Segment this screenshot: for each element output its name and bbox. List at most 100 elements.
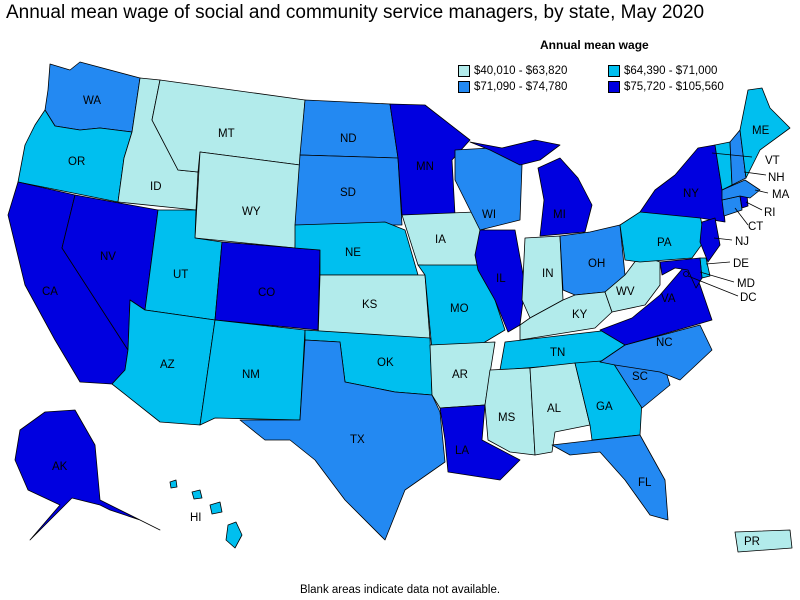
leader-md [699, 271, 735, 283]
state-va[interactable] [599, 259, 713, 346]
label-sd: SD [340, 187, 356, 199]
legend-item-c1: $40,010 - $63,820 [458, 65, 567, 77]
label-az: AZ [160, 359, 175, 371]
legend-label-c3: $71,090 - $74,780 [474, 81, 568, 93]
legend-swatch-c1 [458, 65, 470, 77]
label-va: VA [661, 293, 676, 305]
label-tx: TX [350, 434, 365, 446]
state-ma[interactable] [721, 179, 761, 201]
leader-ma [754, 189, 769, 194]
state-nm[interactable] [199, 319, 306, 426]
label-dc: DC [740, 292, 757, 304]
label-mo: MO [450, 303, 469, 315]
state-hi-oahu[interactable] [191, 489, 203, 500]
legend-swatch-c2 [608, 65, 620, 77]
legend-item-c4: $75,720 - $105,560 [608, 81, 724, 93]
leader-ct [734, 207, 749, 226]
label-mn: MN [416, 161, 434, 173]
state-mn[interactable] [389, 103, 471, 216]
legend-label-c1: $40,010 - $63,820 [474, 65, 568, 77]
state-me[interactable] [739, 87, 791, 179]
label-ok: OK [377, 357, 394, 369]
label-mi: MI [553, 209, 566, 221]
state-md[interactable] [659, 257, 703, 289]
label-de: DE [733, 258, 749, 270]
legend-item-c2: $64,390 - $71,000 [608, 65, 717, 77]
label-il: IL [496, 273, 506, 285]
state-dc[interactable] [683, 271, 689, 277]
label-hi: HI [190, 512, 202, 524]
state-nj[interactable] [699, 217, 721, 263]
map-title: Annual mean wage of social and community… [6, 2, 705, 23]
label-sc: SC [632, 371, 648, 383]
state-pr[interactable] [734, 529, 793, 553]
state-co[interactable] [214, 241, 321, 331]
label-ia: IA [435, 234, 446, 246]
state-hi[interactable] [225, 521, 243, 549]
legend-swatch-c3 [458, 81, 470, 93]
state-ny[interactable] [639, 144, 726, 223]
label-nd: ND [340, 133, 357, 145]
state-hi-islands[interactable] [169, 479, 178, 489]
leader-de [705, 261, 731, 265]
label-ca: CA [42, 286, 58, 298]
leader-nj [713, 237, 733, 241]
state-sd[interactable] [294, 154, 403, 226]
label-al: AL [547, 403, 562, 415]
legend-title: Annual mean wage [540, 38, 649, 52]
label-tn: TN [550, 347, 565, 359]
label-ar: AR [452, 369, 468, 381]
label-ms: MS [498, 412, 516, 424]
label-wv: WV [616, 286, 635, 298]
label-mt: MT [218, 128, 235, 140]
state-nd[interactable] [299, 99, 399, 159]
state-tx[interactable] [239, 339, 446, 541]
state-hi-maui[interactable] [209, 501, 223, 515]
label-pa: PA [657, 237, 672, 249]
label-ct: CT [748, 221, 763, 233]
leader-vt [711, 152, 753, 158]
label-id: ID [150, 181, 162, 193]
legend-swatch-c4 [608, 81, 620, 93]
label-co: CO [258, 287, 275, 299]
label-me: ME [752, 125, 770, 137]
leader-ri [745, 201, 763, 211]
label-ky: KY [572, 309, 588, 321]
state-wy[interactable] [194, 151, 301, 249]
label-vt: VT [765, 155, 780, 167]
legend-label-c4: $75,720 - $105,560 [624, 81, 724, 93]
label-nc: NC [656, 337, 673, 349]
label-ne: NE [345, 247, 361, 259]
state-la[interactable] [439, 404, 521, 481]
label-nj: NJ [735, 236, 749, 248]
label-wy: WY [242, 206, 261, 218]
label-wa: WA [83, 95, 101, 107]
footnote: Blank areas indicate data not available. [299, 584, 501, 596]
label-in: IN [542, 268, 554, 280]
label-ri: RI [764, 207, 776, 219]
label-or: OR [68, 156, 85, 168]
state-wv[interactable] [604, 254, 661, 313]
state-mi[interactable] [537, 157, 593, 237]
state-mi-upper[interactable] [469, 139, 561, 166]
label-ny: NY [683, 188, 699, 200]
label-nm: NM [242, 369, 260, 381]
state-ak[interactable] [14, 409, 161, 541]
label-nv: NV [100, 251, 116, 263]
label-wi: WI [482, 209, 496, 221]
label-pr: PR [744, 536, 760, 548]
label-oh: OH [588, 258, 605, 270]
label-ak: AK [52, 461, 68, 473]
label-md: MD [737, 278, 755, 290]
label-ma: MA [772, 189, 790, 201]
label-nh: NH [768, 172, 785, 184]
label-fl: FL [638, 477, 652, 489]
state-fl[interactable] [551, 434, 669, 521]
state-il[interactable] [474, 229, 526, 333]
legend-item-c3: $71,090 - $74,780 [458, 81, 567, 93]
leader-nh [743, 171, 767, 176]
label-la: LA [455, 445, 469, 457]
legend-label-c2: $64,390 - $71,000 [624, 65, 718, 77]
label-ga: GA [596, 401, 613, 413]
